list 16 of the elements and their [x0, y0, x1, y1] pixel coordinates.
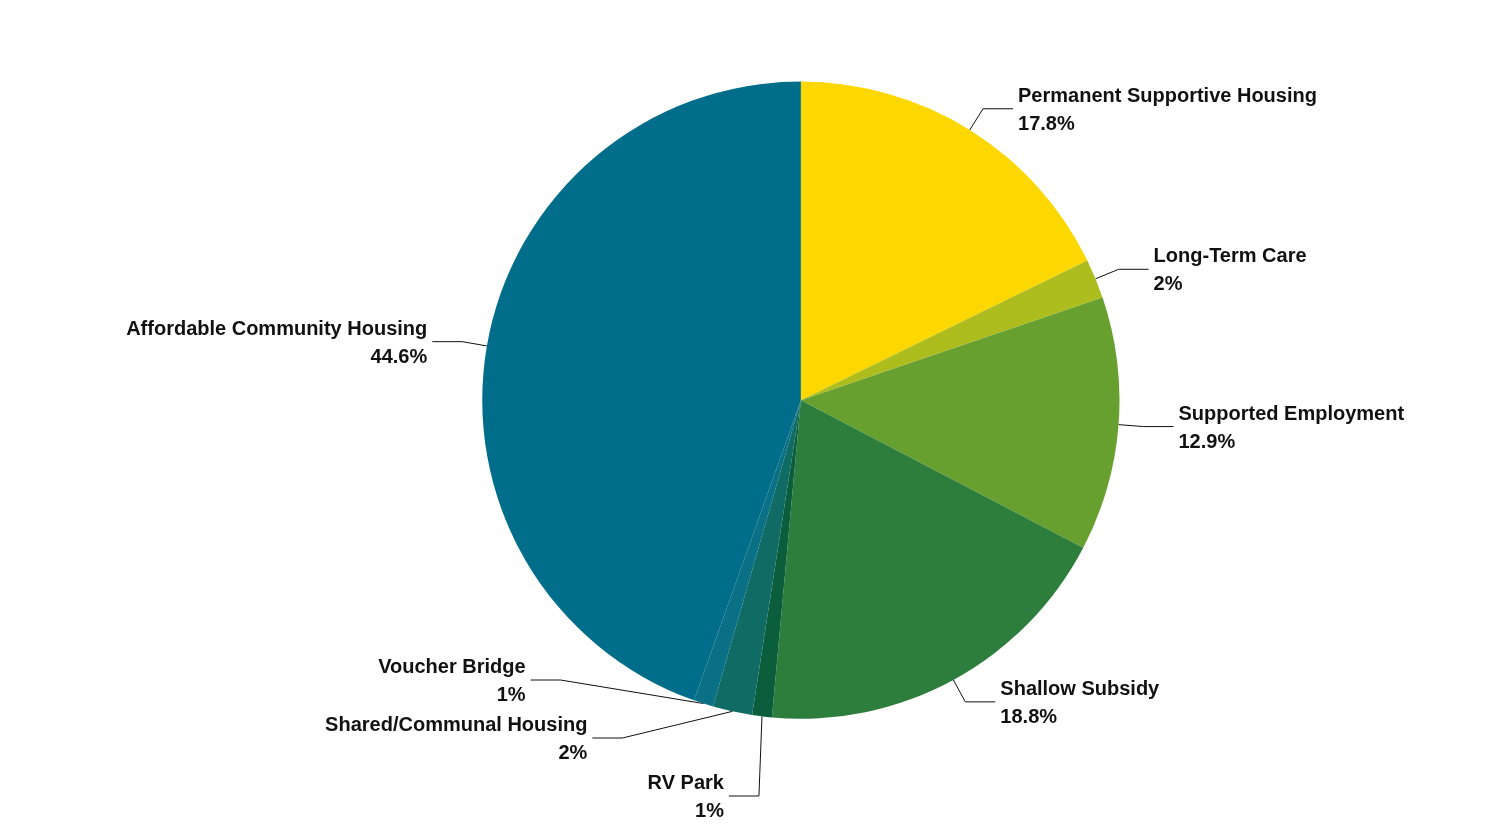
slice-label: Long-Term Care [1153, 244, 1307, 267]
slice-label: Shared/Communal Housing [325, 713, 588, 735]
data-label: 1% [695, 799, 725, 821]
data-label: 1% [496, 683, 526, 705]
slice-label: RV Park [647, 771, 725, 793]
slice-label: Supported Employment [1178, 401, 1405, 424]
slice-label: Shallow Subsidy [1000, 676, 1161, 699]
data-label: 44.6% [370, 344, 428, 367]
data-label: 2% [1153, 272, 1183, 295]
data-label: 2% [558, 741, 588, 763]
slice-label: Voucher Bridge [378, 655, 526, 677]
slice-label: Affordable Community Housing [126, 316, 428, 339]
slice-label: Permanent Supportive Housing [1018, 83, 1317, 106]
data-label: 17.8% [1018, 111, 1075, 134]
data-label: 18.8% [1000, 704, 1058, 727]
data-label: 12.9% [1178, 429, 1236, 452]
